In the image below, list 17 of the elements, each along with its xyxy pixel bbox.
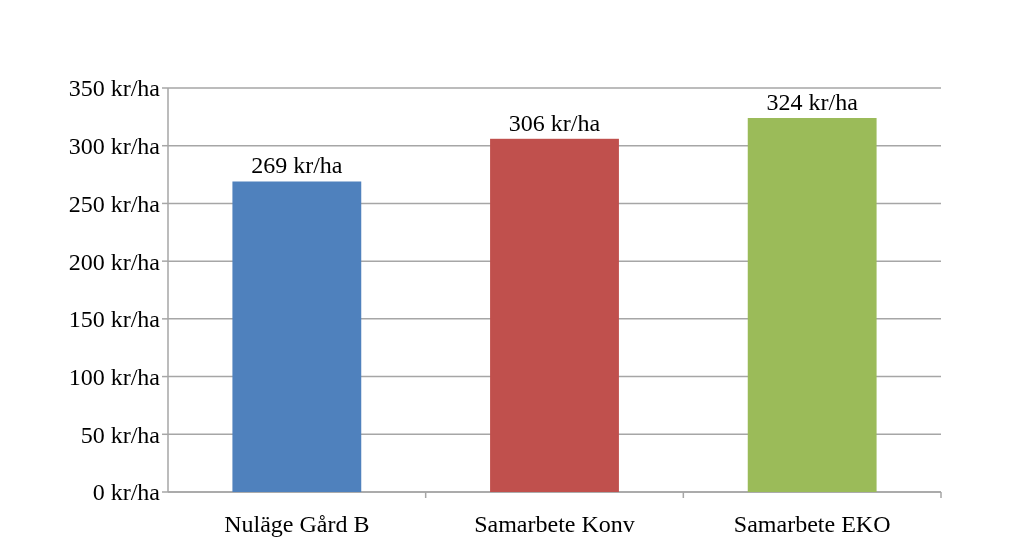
data-label: 306 kr/ha <box>508 109 601 136</box>
y-tick-label: 300 kr/ha <box>68 133 161 160</box>
data-label: 269 kr/ha <box>251 152 343 179</box>
y-tick-label: 350 kr/ha <box>68 75 161 102</box>
data-label: 324 kr/ha <box>766 89 859 116</box>
y-tick-label: 200 kr/ha <box>68 248 161 275</box>
bar <box>232 181 362 492</box>
y-tick-label: 250 kr/ha <box>68 190 161 217</box>
x-tick-label: Nuläge Gård B <box>224 511 370 537</box>
y-tick-label: 150 kr/ha <box>68 306 161 333</box>
bar <box>490 138 619 492</box>
y-tick-label: 50 kr/ha <box>80 421 161 448</box>
x-tick-label: Samarbete EKO <box>733 511 891 537</box>
bar <box>747 118 877 492</box>
y-tick-label: 0 kr/ha <box>92 479 161 506</box>
x-tick-label: Samarbete Konv <box>474 511 635 537</box>
y-tick-label: 100 kr/ha <box>68 363 161 390</box>
